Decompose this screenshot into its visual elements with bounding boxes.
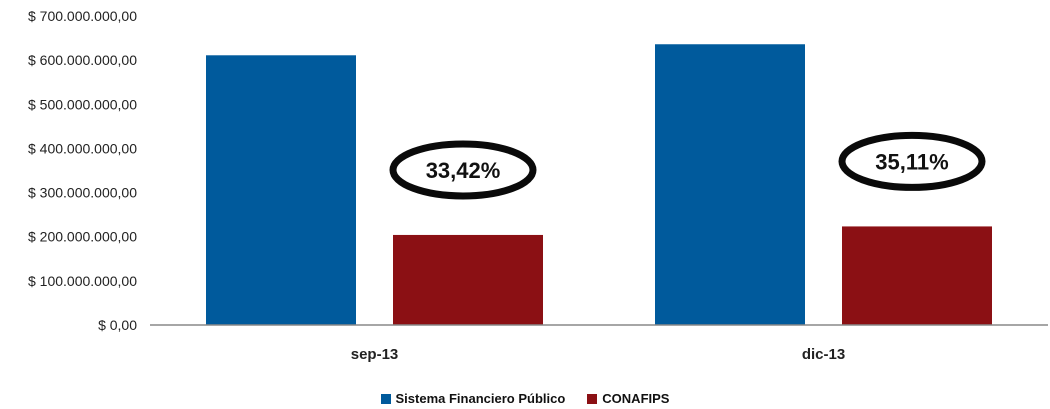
y-tick-label: $ 700.000.000,00 bbox=[28, 8, 137, 24]
y-tick-label: $ 0,00 bbox=[98, 317, 137, 333]
legend: Sistema Financiero Público CONAFIPS bbox=[0, 392, 1050, 406]
x-category-label: sep-13 bbox=[351, 346, 399, 363]
legend-label-conafips: CONAFIPS bbox=[602, 391, 670, 406]
legend-swatch-sistema-financiero bbox=[380, 394, 391, 404]
y-tick-label: $ 400.000.000,00 bbox=[28, 140, 137, 156]
bar-sistema-financiero-sep-13 bbox=[206, 55, 356, 326]
bar-conafips-dic-13 bbox=[842, 226, 992, 325]
annotation-ellipse bbox=[389, 140, 537, 200]
annotation-percentage: 33,42% bbox=[426, 158, 501, 183]
annotation-percentage: 35,11% bbox=[875, 149, 948, 174]
legend-item-sistema-financiero: Sistema Financiero Público bbox=[380, 391, 566, 406]
bar-sistema-financiero-dic-13 bbox=[655, 44, 805, 325]
legend-swatch-conafips bbox=[587, 394, 598, 404]
legend-label-sistema-financiero: Sistema Financiero Público bbox=[395, 391, 566, 406]
y-tick-label: $ 600.000.000,00 bbox=[28, 52, 137, 68]
y-tick-label: $ 100.000.000,00 bbox=[28, 273, 137, 289]
y-tick-label: $ 500.000.000,00 bbox=[28, 96, 137, 112]
bar-conafips-sep-13 bbox=[393, 234, 543, 325]
bar-chart: $ 0,00 $ 100.000.000,00 $ 200.000.000,00 $ … bbox=[28, 8, 1048, 363]
x-category-label: dic-13 bbox=[802, 346, 845, 363]
legend-item-conafips: CONAFIPS bbox=[587, 392, 669, 406]
annotation-ellipse bbox=[838, 131, 986, 191]
y-tick-label: $ 200.000.000,00 bbox=[28, 229, 137, 245]
y-tick-label: $ 300.000.000,00 bbox=[28, 185, 137, 201]
